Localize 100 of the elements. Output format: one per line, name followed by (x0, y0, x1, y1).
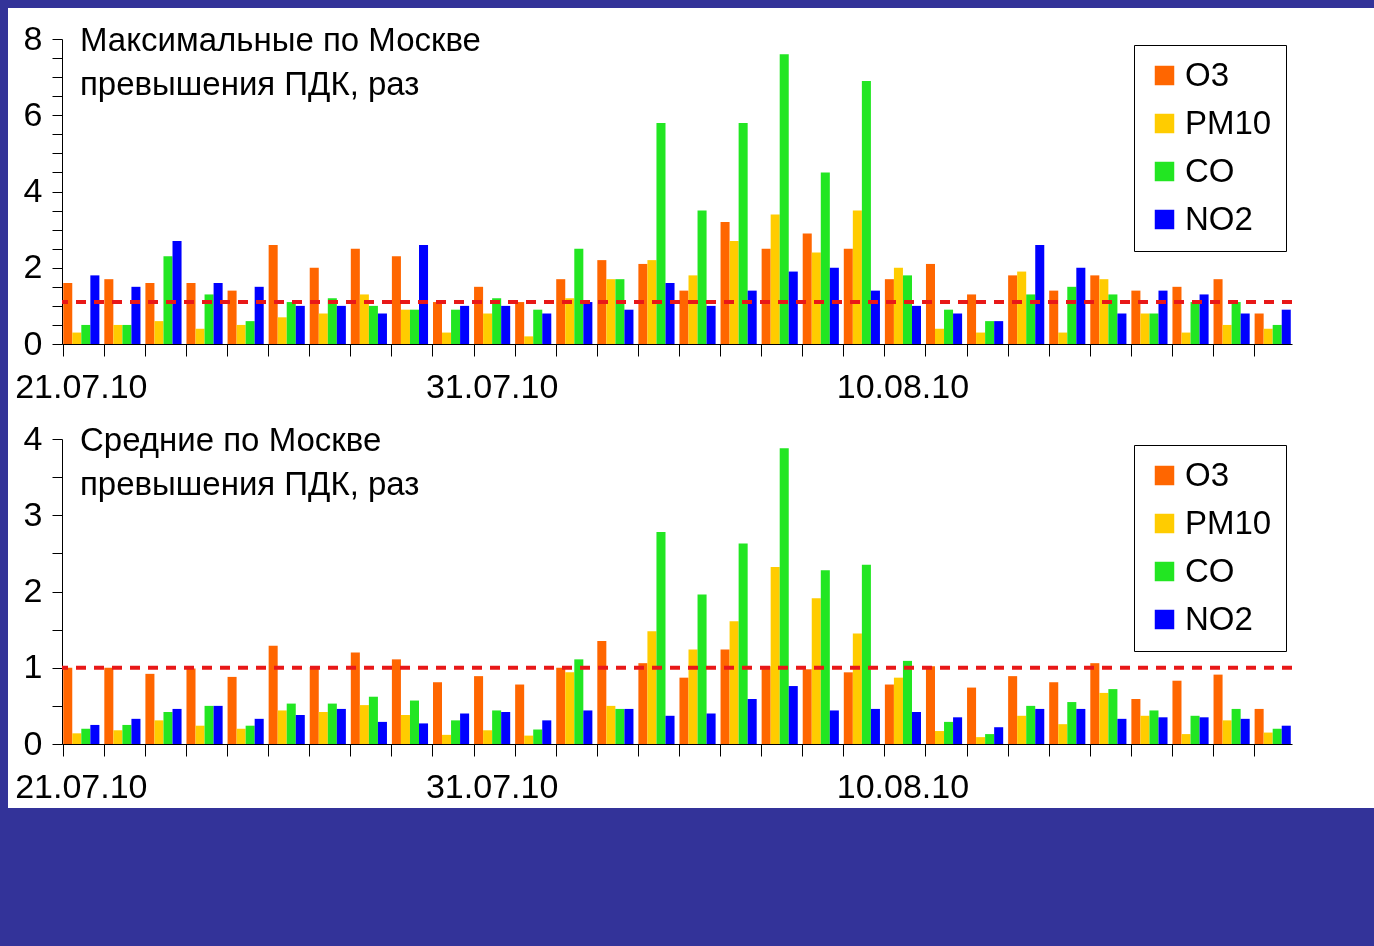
bar (953, 313, 963, 344)
bar (985, 734, 995, 744)
bar (967, 687, 977, 744)
bar (400, 309, 410, 344)
bar (1172, 680, 1182, 744)
legend-label: NO2 (1185, 599, 1253, 637)
bar (1017, 271, 1027, 344)
bar (911, 711, 922, 744)
bar (515, 302, 525, 344)
bar (63, 283, 73, 344)
bar (368, 696, 378, 744)
bar (524, 336, 534, 344)
bar (811, 252, 821, 344)
bar (597, 260, 607, 344)
x-tick-label: 21.07.10 (15, 366, 148, 405)
bar (935, 731, 945, 744)
bar (1067, 702, 1077, 744)
bar (788, 271, 798, 344)
bar (1140, 313, 1150, 344)
bar (172, 708, 182, 744)
bar (104, 279, 114, 344)
bar (501, 711, 511, 744)
bar (1172, 286, 1182, 344)
bar (186, 668, 196, 744)
bar (515, 684, 525, 744)
bar (565, 672, 575, 744)
bar (1131, 699, 1141, 744)
bar (697, 594, 707, 744)
bar (1058, 332, 1068, 344)
bar (1108, 689, 1118, 744)
bar (1231, 302, 1241, 344)
bar (665, 715, 675, 744)
bar (501, 305, 511, 344)
bar (1008, 275, 1018, 344)
bar (1026, 705, 1036, 744)
bar (1108, 294, 1118, 344)
bar (1076, 708, 1086, 744)
bar (679, 677, 689, 744)
bar (779, 448, 789, 744)
bar (483, 730, 493, 744)
legend-label: O3 (1185, 455, 1230, 493)
y-tick-label: 4 (23, 171, 43, 209)
bar (720, 222, 730, 344)
bar (542, 313, 552, 344)
bar (268, 244, 278, 344)
bar (729, 621, 739, 744)
bar (597, 641, 607, 744)
bar (935, 328, 945, 344)
bar (1263, 732, 1273, 744)
bar (829, 710, 839, 744)
bar (656, 532, 666, 744)
bar (976, 737, 986, 744)
bar (606, 705, 616, 744)
bar (163, 711, 173, 744)
bar (204, 294, 214, 344)
bar (492, 710, 502, 744)
bar (688, 649, 698, 744)
bar (852, 633, 862, 744)
bar (802, 233, 812, 344)
bar (574, 659, 584, 744)
bar (615, 708, 625, 744)
bar (460, 713, 470, 744)
bar (163, 256, 173, 344)
y-tick-label: 1 (23, 647, 43, 686)
bar (145, 673, 155, 744)
bar (902, 660, 912, 744)
bar (884, 684, 894, 744)
bar (391, 659, 401, 744)
bar (1158, 717, 1168, 744)
bar (870, 290, 880, 344)
bar (861, 80, 871, 344)
bar (720, 649, 730, 744)
bar (327, 703, 337, 744)
bar (122, 324, 132, 344)
bar (770, 214, 780, 344)
bar (1190, 302, 1200, 344)
bar (236, 324, 246, 344)
bar (122, 724, 132, 744)
bar (615, 279, 625, 344)
bar (113, 730, 123, 744)
y-tick-label: 3 (23, 494, 43, 533)
bar (81, 728, 91, 744)
bar (761, 248, 771, 344)
bar (638, 663, 648, 744)
bar (377, 313, 387, 344)
bar (1281, 309, 1291, 344)
bar (994, 321, 1004, 344)
bar (1190, 715, 1200, 744)
bar (1222, 720, 1232, 744)
bar (679, 290, 689, 344)
bar (213, 283, 223, 344)
bar (925, 666, 935, 744)
bar (131, 718, 141, 744)
bar (1090, 275, 1100, 344)
bar (350, 652, 360, 744)
bar (1149, 313, 1159, 344)
bar (1181, 734, 1191, 744)
bar (524, 735, 534, 744)
bar (432, 302, 443, 344)
bar (624, 708, 634, 744)
